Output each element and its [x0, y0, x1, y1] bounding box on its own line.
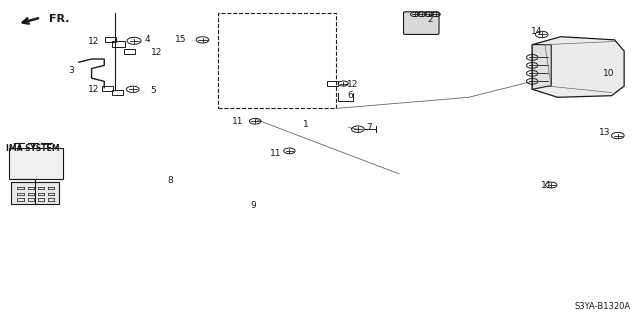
Text: 12: 12	[150, 48, 162, 57]
Text: 11: 11	[541, 181, 552, 189]
Polygon shape	[532, 45, 551, 89]
Text: S3YA-B1320A: S3YA-B1320A	[574, 302, 630, 311]
Bar	[9, 148, 63, 179]
Text: 5: 5	[150, 86, 156, 95]
Text: 12: 12	[88, 85, 100, 94]
Bar	[218, 13, 335, 108]
Text: 7: 7	[366, 123, 372, 132]
Text: 11: 11	[270, 149, 282, 158]
Text: 6: 6	[347, 91, 353, 100]
FancyBboxPatch shape	[403, 12, 439, 34]
Text: 2: 2	[428, 15, 433, 24]
Polygon shape	[532, 37, 624, 97]
Text: 3: 3	[68, 66, 74, 75]
Bar	[113, 41, 125, 47]
Bar	[112, 90, 124, 95]
Text: 12: 12	[88, 37, 100, 46]
Text: 1: 1	[303, 120, 309, 129]
Text: 14: 14	[531, 27, 542, 36]
Text: 10: 10	[604, 69, 615, 78]
Bar	[105, 37, 116, 42]
Text: 8: 8	[168, 176, 173, 185]
Text: 15: 15	[175, 35, 187, 44]
Text: FR.: FR.	[49, 13, 70, 24]
Text: 9: 9	[250, 201, 256, 210]
Text: 4: 4	[144, 35, 150, 44]
Bar	[11, 182, 59, 204]
Text: 11: 11	[232, 117, 244, 126]
Text: 12: 12	[347, 80, 358, 89]
Bar	[102, 86, 113, 91]
Text: 13: 13	[599, 128, 611, 137]
Bar	[124, 49, 135, 54]
Text: IMA SYSTEM: IMA SYSTEM	[6, 144, 60, 153]
Bar	[327, 81, 338, 86]
